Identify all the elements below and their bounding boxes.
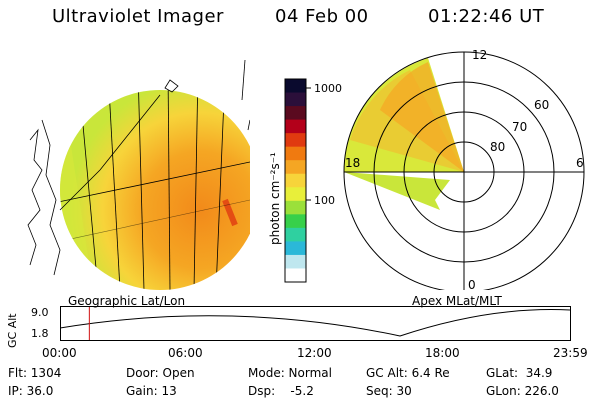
coastline — [27, 59, 250, 276]
colorbar-unit-label: photon cm⁻²s⁻¹ — [268, 152, 282, 245]
timeline-xtick-0000: 00:00 — [42, 346, 77, 360]
apex-caption: Apex MLat/MLT — [412, 294, 502, 308]
colorbar-swatch — [285, 227, 306, 242]
ip-value: IP: 36.0 — [8, 384, 54, 398]
timeline-ytick-1-8: 1.8 — [31, 327, 49, 340]
timeline-xtick-2359: 23:59 — [553, 346, 588, 360]
date-label: 04 Feb 00 — [275, 6, 369, 27]
earth-image-panel — [27, 59, 250, 290]
glat-value: GLat: 34.9 — [486, 366, 553, 380]
gc-alt-value: GC Alt: 6.4 Re — [366, 366, 450, 380]
colorbar — [284, 78, 311, 283]
colorbar-swatch — [285, 79, 306, 94]
colorbar-swatches — [285, 79, 306, 283]
colorbar-swatch — [285, 146, 306, 161]
seq-value: Seq: 30 — [366, 384, 412, 398]
colorbar-tick-1000: 1000 — [314, 82, 342, 95]
colorbar-swatch — [285, 133, 306, 148]
earth-disk — [60, 90, 250, 290]
colorbar-swatch — [285, 214, 306, 229]
geographic-caption: Geographic Lat/Lon — [68, 294, 186, 308]
timeline-xtick-0600: 06:00 — [168, 346, 203, 360]
colorbar-swatch — [285, 187, 306, 202]
colorbar-swatch — [285, 106, 306, 121]
mlat-label-70: 70 — [512, 120, 528, 134]
altitude-curve — [60, 309, 571, 337]
colorbar-swatch — [285, 254, 306, 269]
colorbar-swatch — [285, 119, 306, 134]
door-status: Door: Open — [126, 366, 195, 380]
mlt-label-18: 18 — [345, 156, 361, 170]
mlt-label-6: 6 — [576, 156, 584, 170]
colorbar-tick-100: 100 — [314, 194, 335, 207]
mlat-label-60: 60 — [534, 98, 550, 112]
timeline-xtick-1800: 18:00 — [425, 346, 460, 360]
colorbar-swatch — [285, 173, 306, 188]
instrument-title: Ultraviolet Imager — [52, 6, 224, 27]
colorbar-swatch — [285, 160, 306, 175]
time-label: 01:22:46 UT — [428, 6, 545, 27]
mlat-label-80: 80 — [490, 140, 506, 154]
timeline-ylabel: GC Alt — [6, 313, 19, 348]
colorbar-swatch — [285, 241, 306, 256]
timeline-ytick-9: 9.0 — [31, 306, 49, 319]
mode-value: Mode: Normal — [248, 366, 332, 380]
mlt-label-12: 12 — [472, 48, 488, 62]
dsp-value: Dsp: -5.2 — [248, 384, 314, 398]
altitude-timeline — [60, 306, 571, 341]
colorbar-swatch — [285, 92, 306, 107]
colorbar-swatch — [285, 268, 306, 283]
polar-sector — [344, 58, 464, 210]
flt-value: Flt: 1304 — [8, 366, 62, 380]
polar-plot — [343, 51, 585, 290]
glon-value: GLon: 226.0 — [486, 384, 559, 398]
timeline-xtick-1200: 12:00 — [297, 346, 332, 360]
polar-grid — [343, 51, 585, 290]
gain-value: Gain: 13 — [126, 384, 177, 398]
colorbar-swatch — [285, 200, 306, 215]
mlt-label-0: 0 — [468, 278, 476, 292]
